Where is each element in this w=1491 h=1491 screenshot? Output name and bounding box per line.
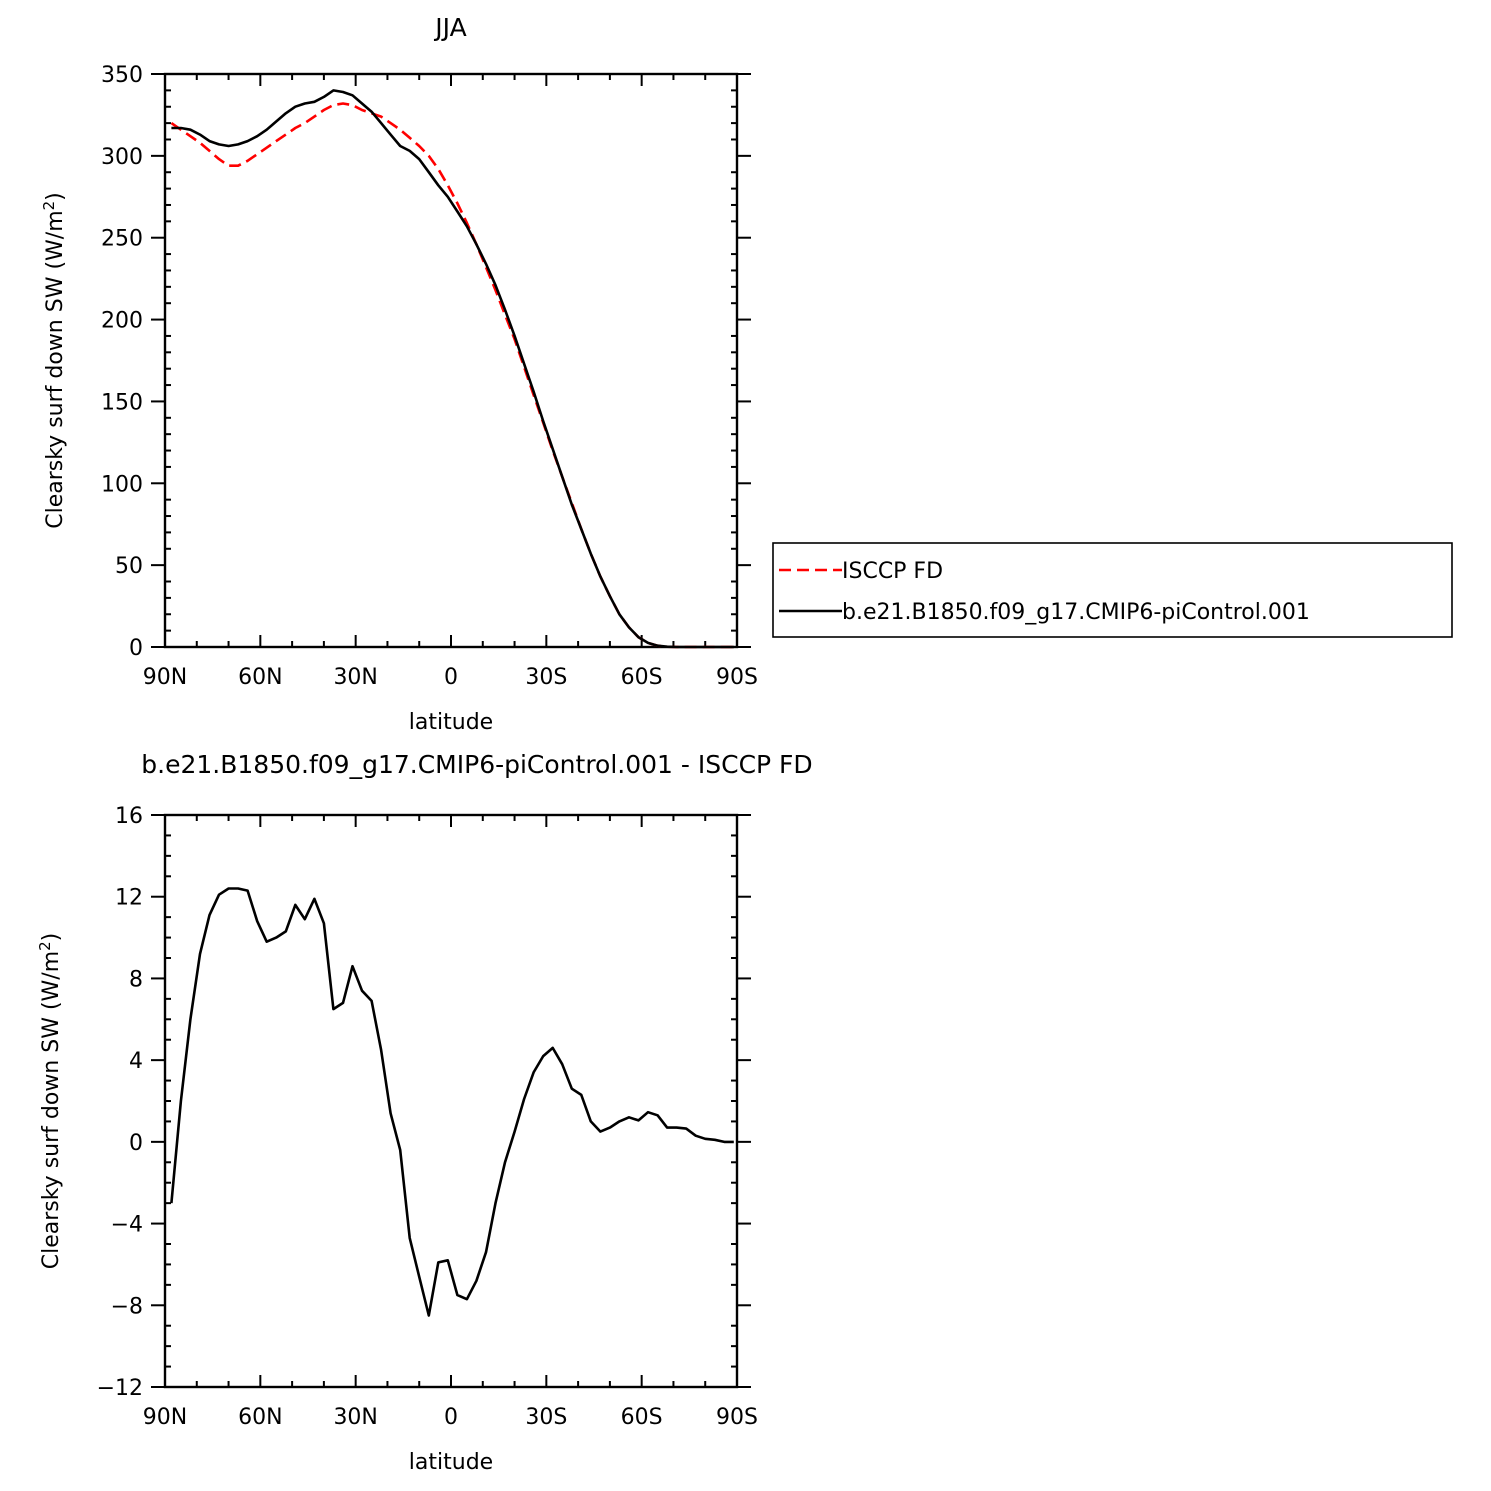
bottom-x-tick-label: 60N — [238, 1405, 282, 1430]
bottom-x-tick-label: 30S — [525, 1405, 567, 1430]
top-panel: JJA 90N 60N 30N 0 30S 60S 90S 0 50 100 150 200 250 300… — [40, 13, 758, 735]
bottom-y-tick-label: −12 — [97, 1376, 143, 1401]
top-y-axis-label: Clearsky surf down SW (W/m2) — [40, 192, 68, 529]
bottom-x-tick-label: 30N — [333, 1405, 377, 1430]
bottom-x-tick-label: 90N — [143, 1405, 187, 1430]
top-y-tick-label: 350 — [101, 63, 143, 88]
top-x-tick-label: 60S — [621, 665, 663, 690]
bottom-title: b.e21.B1850.f09_g17.CMIP6-piControl.001 … — [141, 750, 812, 779]
legend: ISCCP FD b.e21.B1850.f09_g17.CMIP6-piCont… — [772, 542, 1453, 638]
bottom-x-tick-label: 60S — [621, 1405, 663, 1430]
legend-box — [772, 542, 1453, 638]
top-y-tick-label: 300 — [101, 145, 143, 170]
bottom-y-tick-label: 0 — [129, 1131, 143, 1156]
top-y-tick-label: 0 — [129, 636, 143, 661]
top-x-tick-label: 90N — [143, 665, 187, 690]
top-series-line-1 — [170, 102, 734, 649]
top-x-tick-label: 60N — [238, 665, 282, 690]
top-x-tick-label: 0 — [444, 665, 458, 690]
top-x-tick-label: 90S — [716, 665, 758, 690]
bottom-y-tick-label: 12 — [115, 886, 143, 911]
top-y-tick-label: 50 — [115, 554, 143, 579]
bottom-series-line-1 — [170, 887, 734, 1317]
top-series-line-2 — [171, 89, 734, 649]
top-y-tick-label: 250 — [101, 227, 143, 252]
bottom-y-tick-label: 4 — [129, 1049, 143, 1074]
bottom-y-tick-label: 16 — [115, 804, 143, 829]
legend-label-1: ISCCP FD — [842, 559, 943, 584]
bottom-x-tick-label: 90S — [716, 1405, 758, 1430]
bottom-y-axis-label: Clearsky surf down SW (W/m2) — [36, 933, 64, 1270]
top-y-tick-label: 100 — [101, 472, 143, 497]
bottom-x-axis-label: latitude — [409, 1450, 493, 1475]
bottom-y-tick-label: −4 — [111, 1213, 143, 1238]
legend-label-2: b.e21.B1850.f09_g17.CMIP6-piControl.001 — [842, 600, 1310, 625]
top-y-tick-label: 150 — [101, 390, 143, 415]
top-x-tick-label: 30S — [525, 665, 567, 690]
bottom-y-tick-label: 8 — [129, 967, 143, 992]
top-x-axis-label: latitude — [409, 710, 493, 735]
bottom-y-tick-label: −8 — [111, 1294, 143, 1319]
top-y-tick-label: 200 — [101, 309, 143, 334]
bottom-panel: b.e21.B1850.f09_g17.CMIP6-piControl.001 … — [36, 750, 813, 1475]
bottom-x-tick-label: 0 — [444, 1405, 458, 1430]
top-title: JJA — [433, 13, 466, 42]
top-x-tick-label: 30N — [333, 665, 377, 690]
